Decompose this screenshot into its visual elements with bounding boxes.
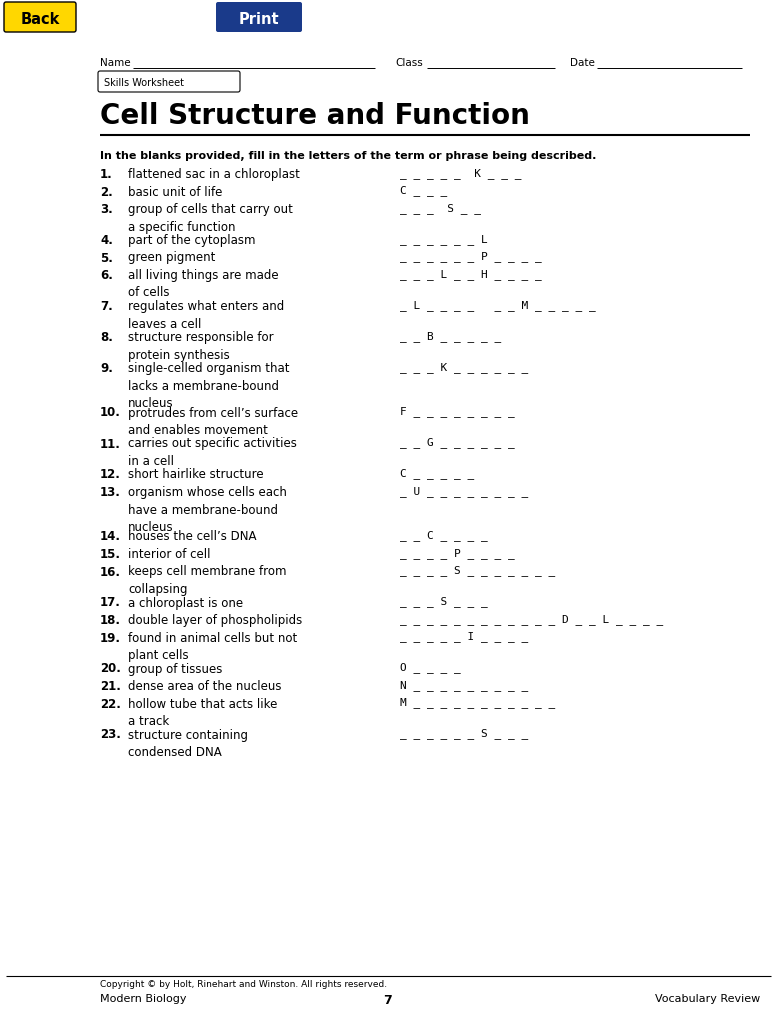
Text: Print: Print xyxy=(239,11,279,27)
FancyBboxPatch shape xyxy=(98,71,240,92)
Text: 21.: 21. xyxy=(100,680,121,693)
Text: regulates what enters and
leaves a cell: regulates what enters and leaves a cell xyxy=(128,300,284,331)
Text: _ _ _ _ _ _ L: _ _ _ _ _ _ L xyxy=(400,234,488,245)
Text: group of cells that carry out
a specific function: group of cells that carry out a specific… xyxy=(128,203,293,233)
Text: 17.: 17. xyxy=(100,597,121,609)
Text: M _ _ _ _ _ _ _ _ _ _ _: M _ _ _ _ _ _ _ _ _ _ _ xyxy=(400,697,556,709)
Text: hollow tube that acts like
a track: hollow tube that acts like a track xyxy=(128,697,277,728)
FancyBboxPatch shape xyxy=(4,2,76,32)
Text: 16.: 16. xyxy=(100,565,121,579)
Text: 14.: 14. xyxy=(100,530,121,544)
Text: 4.: 4. xyxy=(100,234,113,247)
Text: found in animal cells but not
plant cells: found in animal cells but not plant cell… xyxy=(128,632,298,662)
Text: O _ _ _ _: O _ _ _ _ xyxy=(400,663,461,674)
Text: _ _ _ K _ _ _ _ _ _: _ _ _ K _ _ _ _ _ _ xyxy=(400,362,528,373)
Text: _ U _ _ _ _ _ _ _ _: _ U _ _ _ _ _ _ _ _ xyxy=(400,486,528,497)
Text: group of tissues: group of tissues xyxy=(128,663,222,676)
Text: 3.: 3. xyxy=(100,203,113,216)
Text: C _ _ _: C _ _ _ xyxy=(400,185,448,197)
Text: Skills Worksheet: Skills Worksheet xyxy=(104,78,184,88)
Text: 9.: 9. xyxy=(100,362,113,375)
Text: 10.: 10. xyxy=(100,407,121,420)
Text: 5.: 5. xyxy=(100,252,113,264)
Text: Class: Class xyxy=(395,58,423,68)
Text: flattened sac in a chloroplast: flattened sac in a chloroplast xyxy=(128,168,300,181)
Text: keeps cell membrane from
collapsing: keeps cell membrane from collapsing xyxy=(128,565,287,596)
Text: 13.: 13. xyxy=(100,486,121,499)
Text: Back: Back xyxy=(20,11,60,27)
Text: N _ _ _ _ _ _ _ _ _: N _ _ _ _ _ _ _ _ _ xyxy=(400,680,528,691)
Text: a chloroplast is one: a chloroplast is one xyxy=(128,597,243,609)
Text: basic unit of life: basic unit of life xyxy=(128,185,222,199)
Text: carries out specific activities
in a cell: carries out specific activities in a cel… xyxy=(128,437,297,468)
Text: Modern Biology: Modern Biology xyxy=(100,994,186,1004)
Text: Vocabulary Review: Vocabulary Review xyxy=(655,994,760,1004)
Text: organism whose cells each
have a membrane-bound
nucleus: organism whose cells each have a membran… xyxy=(128,486,287,534)
Text: _ _ C _ _ _ _: _ _ C _ _ _ _ xyxy=(400,530,488,542)
Text: _ _ _ _ _  K _ _ _: _ _ _ _ _ K _ _ _ xyxy=(400,168,521,179)
Text: _ _ _ _ _ I _ _ _ _: _ _ _ _ _ I _ _ _ _ xyxy=(400,632,528,642)
Text: _ _ _ _ _ _ _ _ _ _ _ _ D _ _ L _ _ _ _: _ _ _ _ _ _ _ _ _ _ _ _ D _ _ L _ _ _ _ xyxy=(400,614,664,625)
Text: F _ _ _ _ _ _ _ _: F _ _ _ _ _ _ _ _ xyxy=(400,407,514,418)
Text: 19.: 19. xyxy=(100,632,121,644)
Text: 7: 7 xyxy=(384,994,392,1007)
Text: _ _ _ _ _ _ S _ _ _: _ _ _ _ _ _ S _ _ _ xyxy=(400,728,528,739)
Text: _ _ _ L _ _ H _ _ _ _: _ _ _ L _ _ H _ _ _ _ xyxy=(400,269,542,280)
Text: interior of cell: interior of cell xyxy=(128,548,211,561)
Text: 1.: 1. xyxy=(100,168,113,181)
Text: 8.: 8. xyxy=(100,331,113,344)
Text: 12.: 12. xyxy=(100,469,121,481)
Text: In the blanks provided, fill in the letters of the term or phrase being describe: In the blanks provided, fill in the lett… xyxy=(100,151,597,161)
Text: structure responsible for
protein synthesis: structure responsible for protein synthe… xyxy=(128,331,274,361)
Text: protrudes from cell’s surface
and enables movement: protrudes from cell’s surface and enable… xyxy=(128,407,298,437)
Text: 7.: 7. xyxy=(100,300,113,313)
Text: _ _ _  S _ _: _ _ _ S _ _ xyxy=(400,203,481,214)
FancyBboxPatch shape xyxy=(216,2,302,32)
Text: Name: Name xyxy=(100,58,131,68)
Text: Copyright © by Holt, Rinehart and Winston. All rights reserved.: Copyright © by Holt, Rinehart and Winsto… xyxy=(100,980,387,989)
Text: 15.: 15. xyxy=(100,548,121,561)
Text: 22.: 22. xyxy=(100,697,121,711)
Text: single-celled organism that
lacks a membrane-bound
nucleus: single-celled organism that lacks a memb… xyxy=(128,362,290,410)
Text: 20.: 20. xyxy=(100,663,121,676)
Text: _ _ _ S _ _ _: _ _ _ S _ _ _ xyxy=(400,597,488,607)
Text: _ _ _ _ S _ _ _ _ _ _ _: _ _ _ _ S _ _ _ _ _ _ _ xyxy=(400,565,556,577)
Text: _ _ G _ _ _ _ _ _: _ _ G _ _ _ _ _ _ xyxy=(400,437,514,449)
Text: structure containing
condensed DNA: structure containing condensed DNA xyxy=(128,728,248,759)
Text: _ _ B _ _ _ _ _: _ _ B _ _ _ _ _ xyxy=(400,331,501,342)
Text: double layer of phospholipids: double layer of phospholipids xyxy=(128,614,302,627)
Text: _ _ _ _ _ _ P _ _ _ _: _ _ _ _ _ _ P _ _ _ _ xyxy=(400,252,542,262)
Text: dense area of the nucleus: dense area of the nucleus xyxy=(128,680,281,693)
Text: 11.: 11. xyxy=(100,437,121,451)
Text: short hairlike structure: short hairlike structure xyxy=(128,469,263,481)
Text: 6.: 6. xyxy=(100,269,113,282)
Text: 2.: 2. xyxy=(100,185,113,199)
Text: all living things are made
of cells: all living things are made of cells xyxy=(128,269,279,299)
Text: 23.: 23. xyxy=(100,728,121,741)
Text: green pigment: green pigment xyxy=(128,252,215,264)
Text: C _ _ _ _ _: C _ _ _ _ _ xyxy=(400,469,474,479)
Text: houses the cell’s DNA: houses the cell’s DNA xyxy=(128,530,256,544)
Text: Date: Date xyxy=(570,58,595,68)
Text: 18.: 18. xyxy=(100,614,121,627)
Text: part of the cytoplasm: part of the cytoplasm xyxy=(128,234,256,247)
Text: _ _ _ _ P _ _ _ _: _ _ _ _ P _ _ _ _ xyxy=(400,548,514,559)
Text: Cell Structure and Function: Cell Structure and Function xyxy=(100,102,530,130)
Text: _ L _ _ _ _   _ _ M _ _ _ _ _: _ L _ _ _ _ _ _ M _ _ _ _ _ xyxy=(400,300,596,311)
